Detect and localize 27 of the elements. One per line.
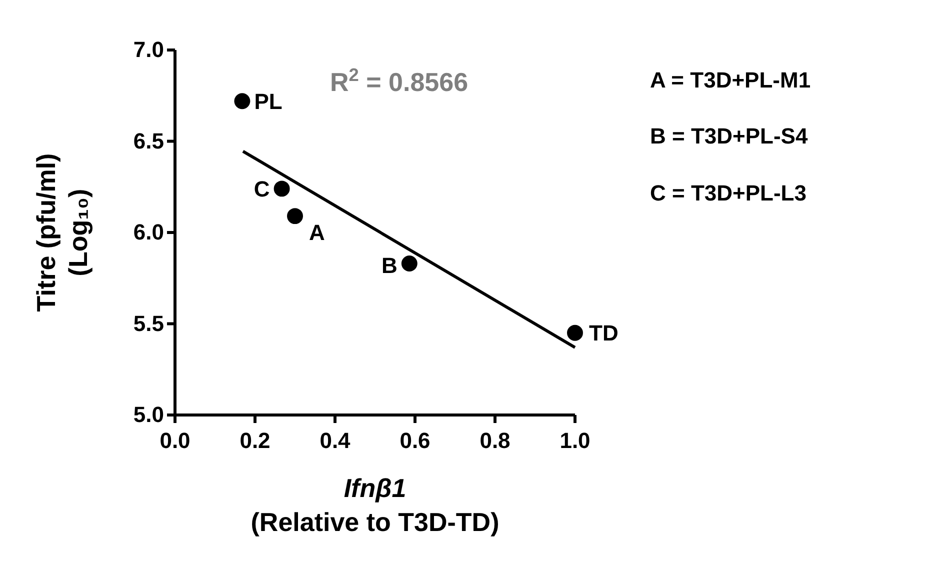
annotation: A xyxy=(309,220,325,245)
annotation: C xyxy=(254,176,270,202)
annotation: TD xyxy=(589,320,618,346)
x-tick-label: 0.6 xyxy=(400,428,430,453)
point xyxy=(287,208,303,224)
y-tick-label: 7.0 xyxy=(133,37,164,62)
point xyxy=(567,324,583,341)
annotation: PL xyxy=(254,88,282,114)
y-tick-label: 5.0 xyxy=(133,402,164,428)
x-tick-label: 0.4 xyxy=(320,428,352,453)
point xyxy=(401,256,418,272)
point xyxy=(234,93,250,110)
x-tick-label: 1.0 xyxy=(560,428,590,453)
point xyxy=(274,180,290,197)
annotation: B xyxy=(382,253,398,278)
text: C = T3D+PL-L3 xyxy=(650,180,806,206)
y-tick-label: 6.0 xyxy=(133,220,164,245)
text: B = T3D+PL-S4 xyxy=(650,124,808,149)
annotation: R$^{2}$ = 0.8566 xyxy=(330,65,468,98)
x-tick-label: 0.2 xyxy=(240,428,270,453)
x-axis-title: Ifnβ1 (Relative to T3D-TD) xyxy=(250,473,500,537)
y-tick-label: 5.5 xyxy=(133,310,164,336)
y-tick-label: 6.5 xyxy=(133,128,164,154)
text: A = T3D+PL-M1 xyxy=(650,68,811,93)
x-tick-label: 0.8 xyxy=(480,428,510,453)
x-tick-label: 0.0 xyxy=(160,428,190,453)
y-axis-title: Titre (pfu/ml) (Log₁₀) xyxy=(31,153,93,312)
